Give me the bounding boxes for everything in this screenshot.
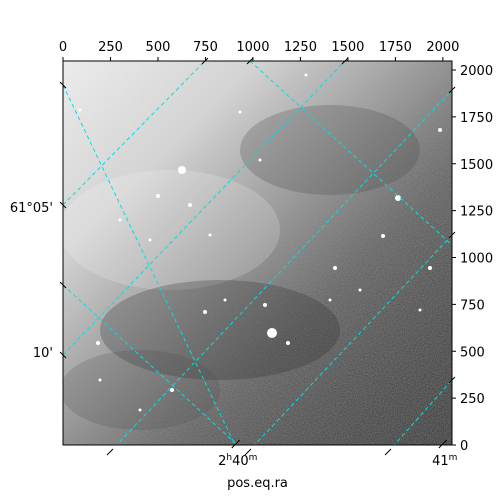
x-axis-label: pos.eq.ra	[227, 476, 288, 491]
coordinate-grid-line	[253, 234, 452, 445]
star	[96, 341, 100, 345]
star	[178, 166, 186, 174]
grid-edge-tick	[448, 231, 456, 239]
sky-image	[63, 61, 452, 445]
star	[118, 218, 122, 222]
grid-edge-tick	[59, 201, 67, 209]
star	[263, 303, 267, 307]
star	[98, 378, 102, 382]
dec-tick-label: 10'	[33, 346, 53, 361]
dec-tick-label: 61°05'	[10, 201, 53, 216]
star	[328, 298, 332, 302]
ra-tick	[438, 439, 448, 449]
coordinate-grid-line	[63, 284, 239, 445]
star	[267, 328, 277, 338]
y-pixel-tick-label: 0	[460, 439, 468, 454]
y-pixel-tick-label: 750	[460, 298, 485, 313]
star	[223, 298, 227, 302]
grid-edge-tick	[448, 376, 456, 384]
star	[304, 73, 308, 77]
star	[258, 158, 262, 162]
x-pixel-tick-label: 1000	[236, 40, 269, 55]
coordinate-grid-line	[63, 61, 206, 206]
coordinate-grid-line	[63, 84, 236, 445]
x-pixel-tick-label: 250	[98, 40, 123, 55]
star	[170, 388, 174, 392]
ra-tick	[231, 439, 241, 449]
grid-edge-tick	[384, 448, 392, 456]
star	[188, 203, 192, 207]
star	[381, 234, 385, 238]
star	[208, 233, 212, 237]
ra-tick-label: 41m	[432, 453, 457, 469]
star	[418, 308, 422, 312]
x-pixel-tick-label: 1500	[331, 40, 364, 55]
coordinate-grid-line	[393, 379, 452, 445]
y-pixel-tick-label: 250	[460, 392, 485, 407]
star	[203, 310, 207, 314]
grid-edge-tick	[59, 81, 67, 89]
x-pixel-tick-label: 500	[146, 40, 171, 55]
star	[138, 408, 142, 412]
star	[78, 108, 82, 112]
star	[148, 238, 152, 242]
star	[358, 288, 362, 292]
y-pixel-tick-label: 1750	[460, 111, 493, 126]
grid-edge-tick	[106, 448, 114, 456]
grid-edge-tick	[201, 57, 209, 65]
y-pixel-tick-label: 2000	[460, 64, 493, 79]
grid-edge-tick	[246, 57, 254, 65]
x-pixel-tick-label: 1750	[379, 40, 412, 55]
grid-edge-tick	[59, 281, 67, 289]
star	[156, 194, 160, 198]
grid-edge-tick	[341, 57, 349, 65]
x-pixel-tick-label: 1250	[284, 40, 317, 55]
star	[395, 195, 401, 201]
coordinate-grid-line	[115, 89, 452, 445]
y-pixel-tick-label: 1250	[460, 205, 493, 220]
y-pixel-tick-label: 1000	[460, 252, 493, 267]
y-pixel-tick-label: 500	[460, 345, 485, 360]
grid-edge-tick	[448, 86, 456, 94]
x-pixel-tick-label: 0	[59, 40, 67, 55]
star	[333, 266, 337, 270]
star	[428, 266, 432, 270]
x-pixel-tick-label: 2000	[426, 40, 459, 55]
x-pixel-tick-label: 750	[193, 40, 218, 55]
coordinate-grid-line	[249, 61, 452, 246]
plot-frame	[62, 60, 453, 446]
grid-edge-tick	[244, 448, 252, 456]
star	[438, 128, 442, 132]
coordinate-grid-line	[63, 61, 346, 356]
grid-edge-tick	[59, 351, 67, 359]
y-pixel-tick-label: 1500	[460, 158, 493, 173]
star	[286, 341, 290, 345]
star	[238, 110, 242, 114]
ra-tick-label: 2h40m	[218, 453, 257, 469]
